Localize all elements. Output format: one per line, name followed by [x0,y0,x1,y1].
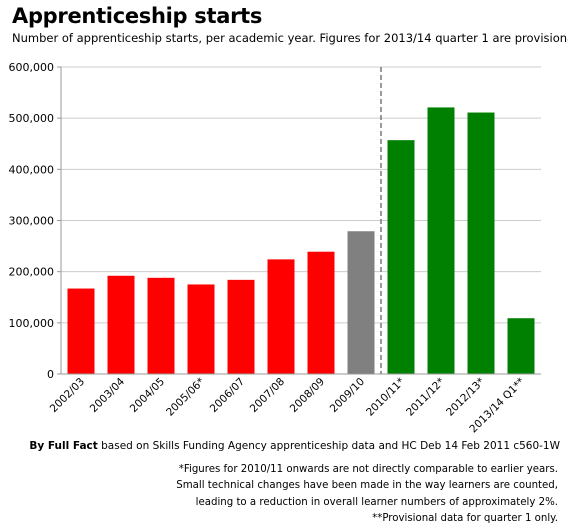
y-tick-label: 300,000 [9,215,55,228]
credit-author: By Full Fact [29,440,98,452]
footnote-4: **Provisional data for quarter 1 only. [372,513,558,525]
bar [107,275,135,374]
bar [67,288,95,374]
x-tick-label: 2002/03 [48,376,87,415]
bar [187,284,215,374]
bar [387,140,415,374]
footnote-2: Small technical changes have been made i… [176,480,558,492]
bar [267,259,295,374]
bar [147,277,175,374]
y-tick-label: 0 [47,368,54,381]
credit-source: based on Skills Funding Agency apprentic… [97,440,560,452]
bar-chart: 0 100,000 200,000 300,000 400,000 500,000 600,… [9,61,541,435]
bar [507,318,535,374]
footnote-1: *Figures for 2010/11 onwards are not dir… [178,464,558,475]
x-tick-label: 2011/12* [404,376,447,419]
y-tick-label: 600,000 [9,61,55,74]
x-tick-label: 2008/09 [288,376,327,415]
bar [427,107,455,375]
bar [227,279,255,374]
bar [347,231,375,374]
y-tick-label: 200,000 [9,266,55,279]
chart-subtitle: Number of apprenticeship starts, per aca… [12,31,568,45]
chart-title: Apprenticeship starts [12,4,263,28]
y-tick-label: 100,000 [9,317,55,330]
x-tick-label: 2009/10 [328,376,367,415]
x-tick-label: 2003/04 [88,375,128,415]
x-tick-label: 2007/08 [248,376,287,415]
footnotes: *Figures for 2010/11 onwards are not dir… [176,462,558,528]
y-tick-label: 400,000 [9,163,55,176]
x-tick-label: 2005/06* [164,376,207,419]
bar [307,251,335,374]
x-tick-label: 2004/05 [128,376,167,415]
x-tick-label: 2010/11* [364,376,407,419]
y-tick-label: 500,000 [9,112,55,125]
x-tick-label: 2006/07 [208,376,247,415]
source-credit: By Full Fact based on Skills Funding Age… [29,440,560,452]
bar [467,112,495,374]
footnote-3: leading to a reduction in overall learne… [195,496,558,508]
